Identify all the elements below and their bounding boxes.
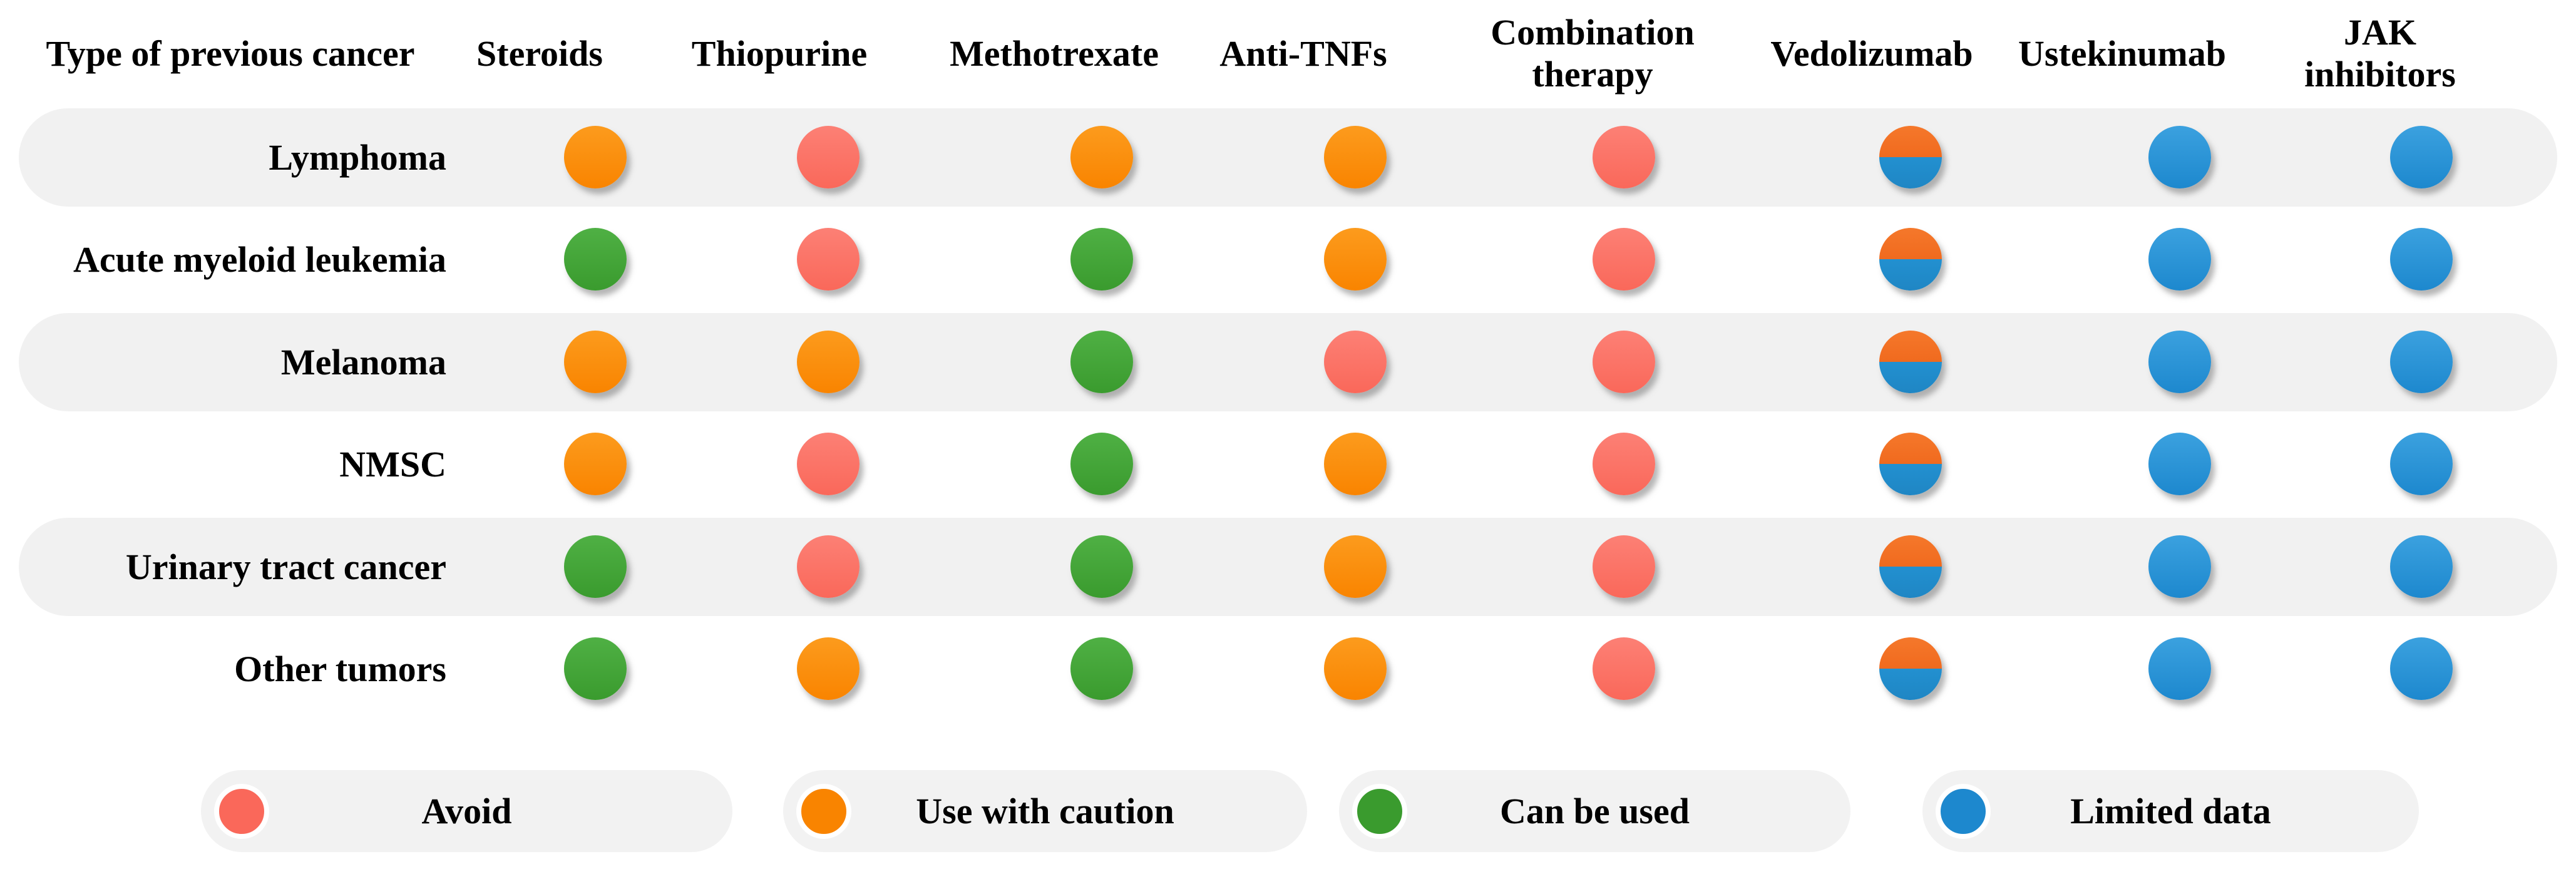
status-dot-caution — [1324, 126, 1387, 188]
table-row: Acute myeloid leukemia — [0, 210, 2576, 312]
status-dot-can — [1070, 330, 1133, 393]
status-dot-avoid — [1593, 330, 1655, 393]
status-dot-can — [1070, 637, 1133, 700]
legend-item-label: Can be used — [1500, 791, 1690, 831]
status-dot-caution — [1324, 228, 1387, 291]
status-dot-avoid — [1324, 330, 1387, 393]
legend-item-limited: Limited data — [1922, 770, 2419, 852]
status-dot-avoid — [797, 433, 860, 496]
column-header-steroids: Steroids — [476, 33, 603, 74]
table-row: NMSC — [0, 415, 2576, 517]
status-dot-mixed — [1879, 126, 1942, 188]
column-header-thiopurine: Thiopurine — [691, 33, 868, 74]
table-row: Urinary tract cancer — [0, 517, 2576, 620]
status-dot-can — [1070, 535, 1133, 598]
status-dot-can — [564, 535, 627, 598]
status-dot-avoid — [1593, 535, 1655, 598]
status-dot-can — [1070, 228, 1133, 291]
legend-status-dot-icon — [1352, 783, 1407, 839]
column-header-ustekinumab: Ustekinumab — [2018, 33, 2226, 74]
status-dot-avoid — [797, 126, 860, 188]
status-dot-limited — [2148, 433, 2211, 496]
status-dot-limited — [2148, 637, 2211, 700]
legend-status-dot-icon — [214, 783, 269, 839]
status-dot-limited — [2148, 228, 2211, 291]
column-header-row-label: Type of previous cancer — [46, 33, 415, 74]
table-row: Lymphoma — [0, 108, 2576, 210]
status-dot-can — [1070, 433, 1133, 496]
status-dot-caution — [797, 330, 860, 393]
row-label: Urinary tract cancer — [125, 546, 446, 587]
table-row: Other tumors — [0, 620, 2576, 722]
row-label: Lymphoma — [269, 137, 446, 178]
row-band — [19, 517, 2557, 616]
status-dot-avoid — [1593, 228, 1655, 291]
status-dot-mixed — [1879, 637, 1942, 700]
status-dot-mixed — [1879, 433, 1942, 496]
row-label: Acute myeloid leukemia — [73, 239, 446, 280]
row-band — [19, 312, 2557, 411]
column-header-vedolizumab: Vedolizumab — [1770, 33, 1973, 74]
column-header-combination: Combination therapy — [1491, 12, 1695, 95]
status-dot-limited — [2390, 535, 2453, 598]
status-dot-caution — [797, 637, 860, 700]
status-dot-mixed — [1879, 228, 1942, 291]
legend-item-avoid: Avoid — [201, 770, 732, 852]
row-label: Melanoma — [280, 341, 446, 383]
row-label: Other tumors — [234, 649, 446, 689]
status-dot-caution — [1070, 126, 1133, 188]
status-dot-mixed — [1879, 330, 1942, 393]
column-header-methotrexate: Methotrexate — [950, 33, 1159, 74]
status-dot-limited — [2148, 126, 2211, 188]
status-dot-caution — [1324, 433, 1387, 496]
status-dot-avoid — [1593, 433, 1655, 496]
status-dot-caution — [564, 330, 627, 393]
status-dot-avoid — [797, 535, 860, 598]
row-label: NMSC — [339, 444, 446, 485]
status-dot-caution — [1324, 637, 1387, 700]
status-dot-avoid — [1593, 126, 1655, 188]
legend-item-label: Use with caution — [916, 791, 1174, 831]
legend-status-dot-icon — [796, 783, 851, 839]
legend-item-caution: Use with caution — [783, 770, 1307, 852]
status-dot-caution — [564, 433, 627, 496]
status-dot-avoid — [1593, 637, 1655, 700]
legend-item-label: Avoid — [421, 791, 512, 831]
status-dot-limited — [2390, 330, 2453, 393]
status-dot-limited — [2390, 433, 2453, 496]
legend-item-label: Limited data — [2070, 791, 2271, 831]
row-band — [19, 108, 2557, 207]
status-dot-caution — [564, 126, 627, 188]
status-dot-limited — [2390, 637, 2453, 700]
status-dot-mixed — [1879, 535, 1942, 598]
status-dot-limited — [2390, 126, 2453, 188]
table-row: Melanoma — [0, 312, 2576, 415]
status-dot-limited — [2148, 535, 2211, 598]
status-dot-caution — [1324, 535, 1387, 598]
status-dot-avoid — [797, 228, 860, 291]
column-header-anti-tnfs: Anti-TNFs — [1219, 33, 1387, 74]
status-dot-can — [564, 637, 627, 700]
legend-item-can: Can be used — [1339, 770, 1850, 852]
status-dot-limited — [2390, 228, 2453, 291]
status-dot-can — [564, 228, 627, 291]
status-dot-limited — [2148, 330, 2211, 393]
column-header-jak: JAK inhibitors — [2304, 12, 2456, 95]
legend-status-dot-icon — [1936, 783, 1991, 839]
